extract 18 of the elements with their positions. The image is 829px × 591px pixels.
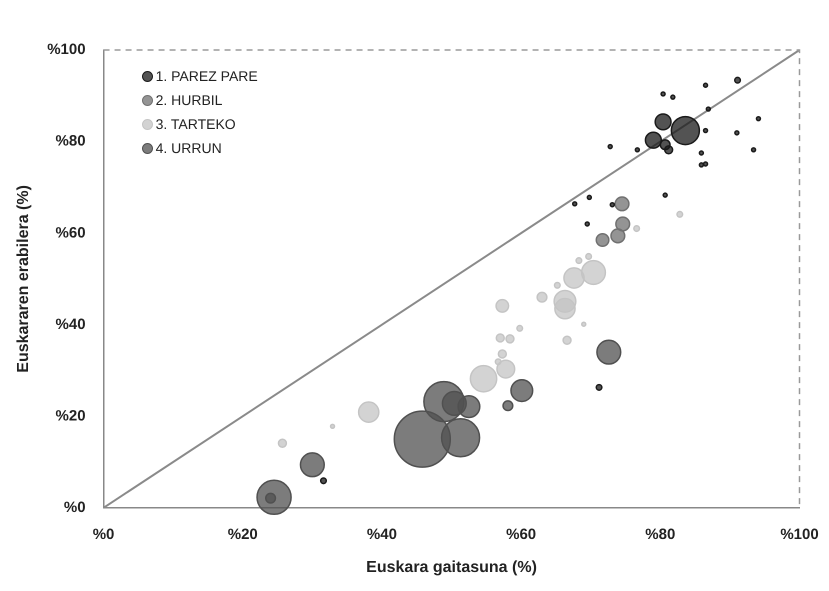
x-tick-label: %60 [506,526,536,543]
y-tick-label: %80 [56,132,86,150]
y-tick-label: %0 [64,498,86,516]
x-tick-label: %0 [92,526,114,543]
x-tick-label: %20 [228,526,258,543]
x-tick-label: %80 [645,526,676,543]
legend-label: 1. PAREZ PARE [156,68,258,84]
x-tick-label: %100 [780,526,819,543]
legend-label: 3. TARTEKO [156,116,236,132]
y-tick-label: %20 [56,407,86,424]
y-axis-title: Euskararen erabilera (%) [15,185,32,373]
y-tick-label: %40 [56,316,86,333]
x-tick-label: %40 [366,526,397,543]
legend-label: 4. URRUN [156,140,222,156]
legend-label: 2. HURBIL [156,92,222,108]
y-tick-label: %100 [47,41,86,58]
y-tick-label: %60 [56,224,86,242]
x-axis-title: Euskara gaitasuna (%) [366,558,537,576]
